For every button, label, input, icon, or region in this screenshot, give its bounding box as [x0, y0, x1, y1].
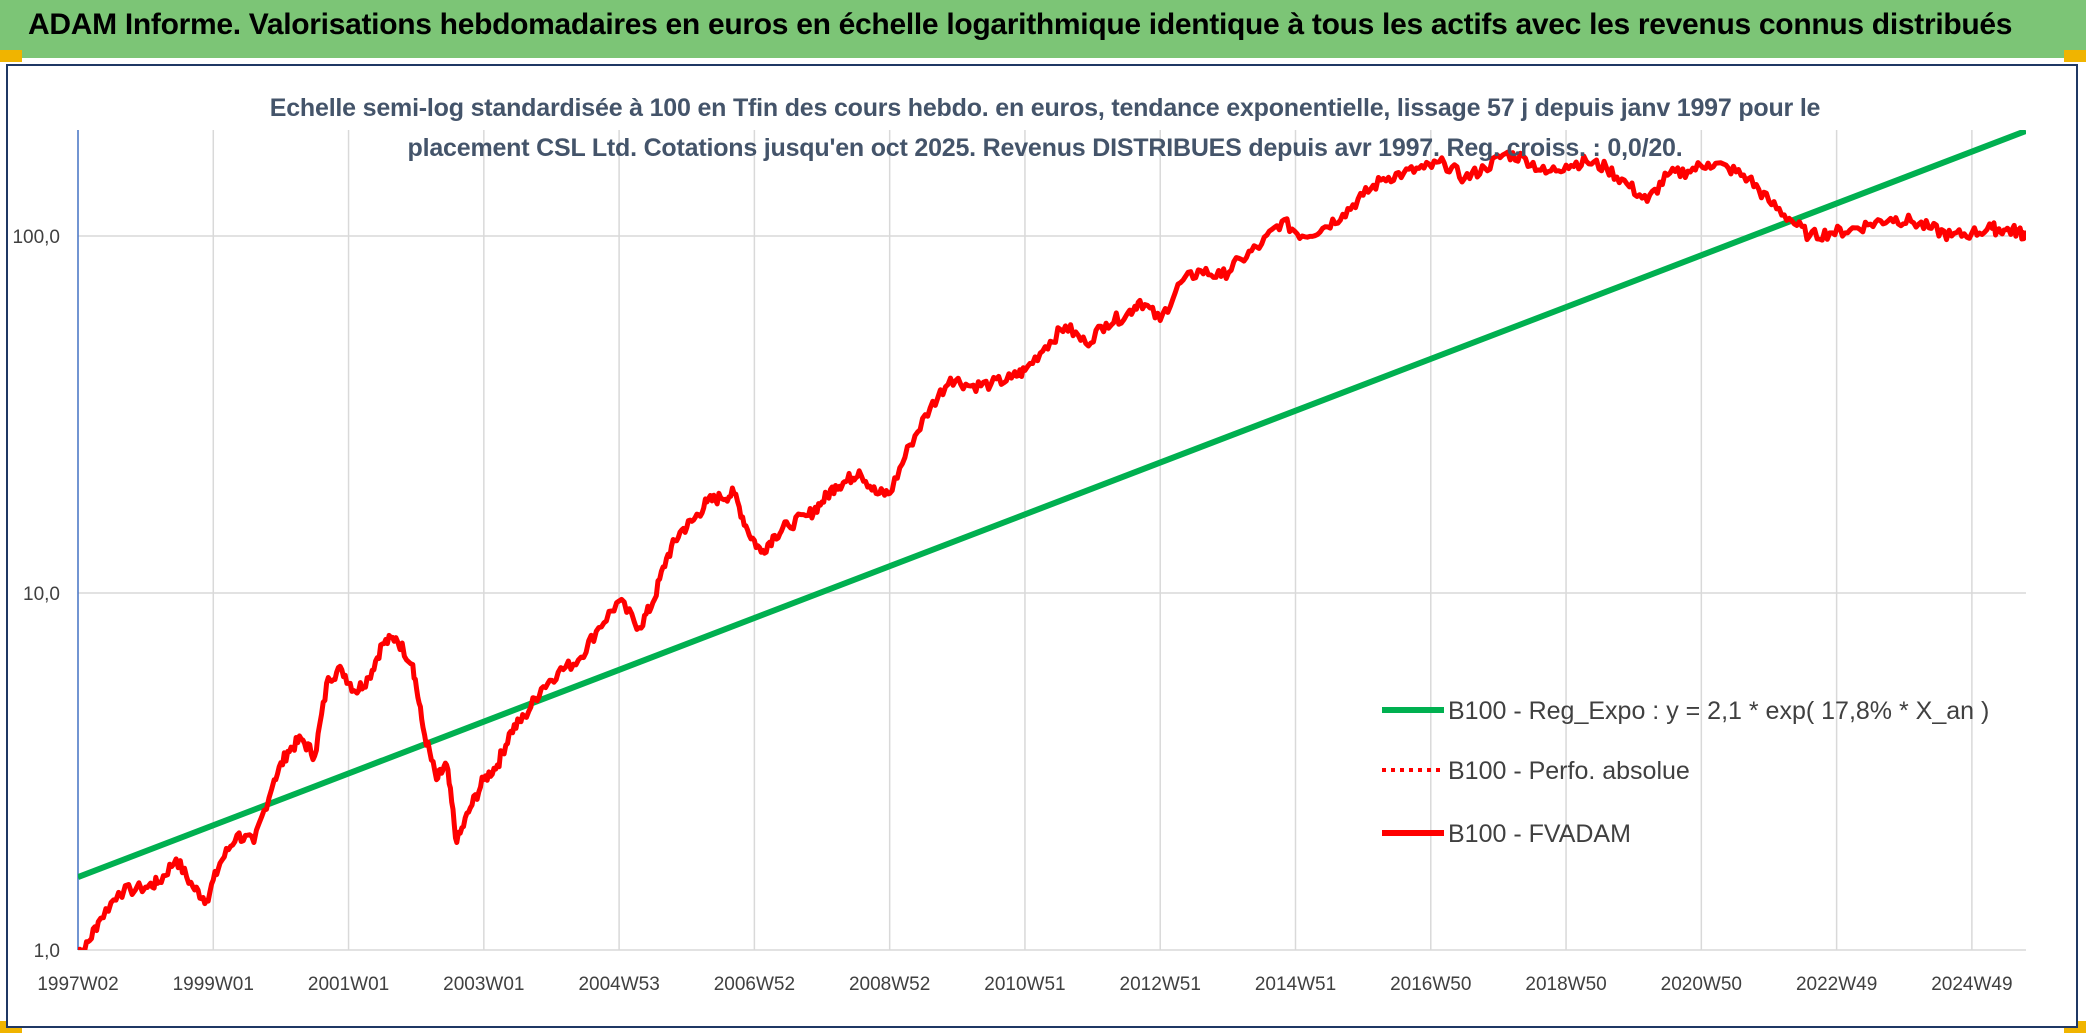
corner-marker-top-right: [2064, 50, 2086, 62]
trend-line: [78, 130, 2026, 880]
x-tick-label: 2003W01: [443, 974, 524, 995]
title-banner: ADAM Informe. Valorisations hebdomadaire…: [0, 0, 2086, 58]
x-tick-label: 2004W53: [578, 974, 659, 995]
x-tick-label: 2006W52: [714, 974, 795, 995]
x-tick-label: 1997W02: [37, 974, 118, 995]
x-tick-label: 2008W52: [849, 974, 930, 995]
x-tick-label: 2012W51: [1120, 974, 1201, 995]
y-tick-label: 100,0: [12, 227, 60, 248]
legend-label: B100 - Reg_Expo : y = 2,1 * exp( 17,8% *…: [1448, 697, 1989, 725]
fvadam-line: [78, 149, 2026, 950]
x-tick-label: 1999W01: [173, 974, 254, 995]
banner-title: ADAM Informe. Valorisations hebdomadaire…: [28, 8, 2013, 41]
y-tick-label: 10,0: [23, 584, 60, 605]
corner-marker-top-left: [0, 50, 22, 62]
grid-layer: [78, 130, 2026, 951]
x-tick-label: 2018W50: [1525, 974, 1606, 995]
x-tick-label: 2024W49: [1931, 974, 2012, 995]
legend: B100 - Reg_Expo : y = 2,1 * exp( 17,8% *…: [1382, 697, 1989, 848]
x-tick-label: 2014W51: [1255, 974, 1336, 995]
chart-panel: [6, 64, 2078, 1028]
x-tick-label: 2020W50: [1661, 974, 1742, 995]
legend-label: B100 - FVADAM: [1448, 820, 1631, 848]
series-layer: [78, 130, 2026, 950]
chart-title: Echelle semi-log standardisée à 100 en T…: [269, 94, 1821, 162]
x-tick-label: 2016W50: [1390, 974, 1471, 995]
axis-layer: 1,0 10,0 100,0 1997W02 1999W01 2001W01 2003W01…: [12, 130, 2013, 995]
legend-label: B100 - Perfo. absolue: [1448, 757, 1690, 785]
x-tick-label: 2022W49: [1796, 974, 1877, 995]
x-tick-label: 2010W51: [984, 974, 1065, 995]
y-tick-label: 1,0: [34, 941, 60, 962]
x-tick-label: 2001W01: [308, 974, 389, 995]
